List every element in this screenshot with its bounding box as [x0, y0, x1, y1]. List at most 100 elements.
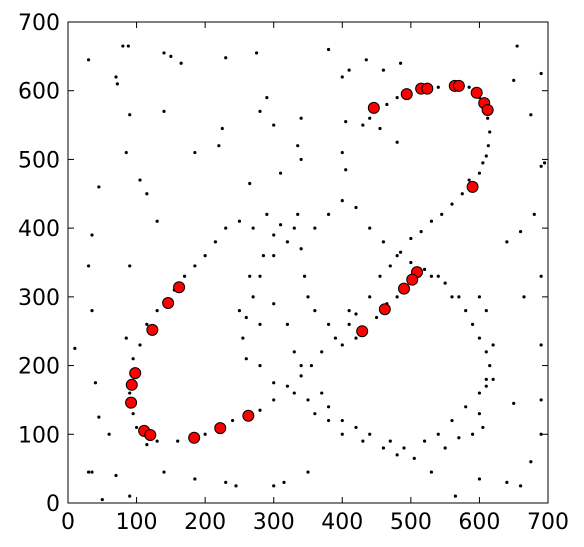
track-point — [539, 398, 543, 402]
track-point — [90, 233, 94, 237]
track-point — [512, 78, 516, 83]
track-point — [464, 405, 468, 409]
track-point — [344, 168, 348, 172]
track-point — [162, 51, 166, 55]
track-point — [378, 274, 382, 278]
track-point — [248, 181, 252, 186]
track-point — [436, 432, 440, 436]
track-point — [320, 350, 324, 354]
track-point — [505, 480, 509, 484]
track-point — [131, 412, 135, 416]
track-point — [477, 477, 482, 481]
highlight-point — [356, 325, 369, 338]
highlight-point — [144, 428, 157, 441]
track-point — [128, 391, 132, 395]
track-point — [340, 432, 344, 436]
track-point — [285, 384, 290, 388]
y-tick-label: 200 — [18, 355, 60, 380]
track-point — [477, 412, 482, 416]
track-point — [539, 343, 543, 347]
track-point — [272, 123, 276, 127]
track-point — [484, 350, 488, 354]
track-point — [457, 436, 461, 440]
track-point — [217, 144, 221, 148]
track-point — [258, 363, 262, 368]
track-point — [460, 192, 464, 196]
track-point — [477, 171, 482, 175]
track-point — [344, 120, 348, 124]
track-point — [364, 58, 368, 62]
track-point — [412, 456, 416, 460]
track-point — [241, 336, 245, 340]
x-tick-label: 400 — [321, 510, 363, 535]
track-point — [395, 295, 399, 299]
track-point — [326, 322, 331, 326]
track-point — [162, 109, 166, 113]
track-point — [114, 75, 118, 79]
track-point — [491, 343, 495, 347]
highlight-point — [125, 378, 138, 391]
track-point — [258, 322, 262, 326]
track-point — [121, 44, 125, 48]
track-point — [306, 295, 310, 299]
y-tick-label: 0 — [46, 492, 60, 517]
track-point — [436, 85, 440, 89]
track-point — [354, 425, 358, 430]
x-tick-label: 100 — [116, 510, 158, 535]
track-point — [354, 336, 358, 340]
track-point — [299, 157, 303, 162]
x-tick-label: 300 — [253, 510, 295, 535]
track-point — [374, 315, 379, 320]
highlight-point — [400, 88, 413, 101]
track-point — [285, 322, 290, 326]
track-point — [402, 446, 406, 450]
track-point — [422, 267, 427, 271]
track-point — [258, 274, 262, 278]
track-point — [193, 264, 197, 268]
track-point — [388, 264, 392, 268]
track-point — [395, 453, 399, 457]
track-point — [282, 480, 286, 484]
track-point — [491, 377, 495, 381]
track-point — [224, 226, 228, 230]
track-point — [453, 494, 458, 498]
track-point — [522, 295, 526, 299]
x-tick-label: 600 — [458, 510, 500, 535]
highlight-point — [378, 303, 391, 316]
track-point — [299, 374, 303, 378]
track-point — [477, 391, 482, 395]
track-point — [340, 75, 344, 79]
track-point — [138, 343, 142, 347]
track-point — [422, 439, 427, 443]
track-point — [347, 322, 351, 326]
track-point — [347, 309, 351, 313]
highlight-point — [125, 396, 138, 409]
track-point — [203, 254, 207, 258]
track-point — [90, 309, 94, 313]
track-point — [299, 363, 303, 368]
track-point — [398, 250, 403, 254]
track-point — [515, 44, 519, 48]
track-point — [145, 192, 149, 196]
track-point — [251, 295, 255, 299]
track-point — [340, 150, 344, 155]
track-point — [340, 343, 344, 347]
track-point — [529, 460, 533, 464]
track-point — [481, 425, 485, 430]
track-point — [395, 254, 399, 258]
track-point — [124, 150, 128, 155]
highlight-point — [188, 431, 201, 444]
track-point — [505, 240, 509, 244]
track-point — [107, 432, 111, 436]
track-point — [488, 130, 492, 134]
track-point — [292, 391, 296, 395]
track-point — [309, 363, 314, 368]
track-point — [179, 61, 183, 65]
track-point — [278, 223, 283, 227]
track-point — [292, 226, 296, 230]
track-point — [237, 309, 242, 313]
track-point — [265, 95, 269, 100]
track-point — [86, 58, 91, 62]
y-tick-label: 600 — [18, 80, 60, 105]
